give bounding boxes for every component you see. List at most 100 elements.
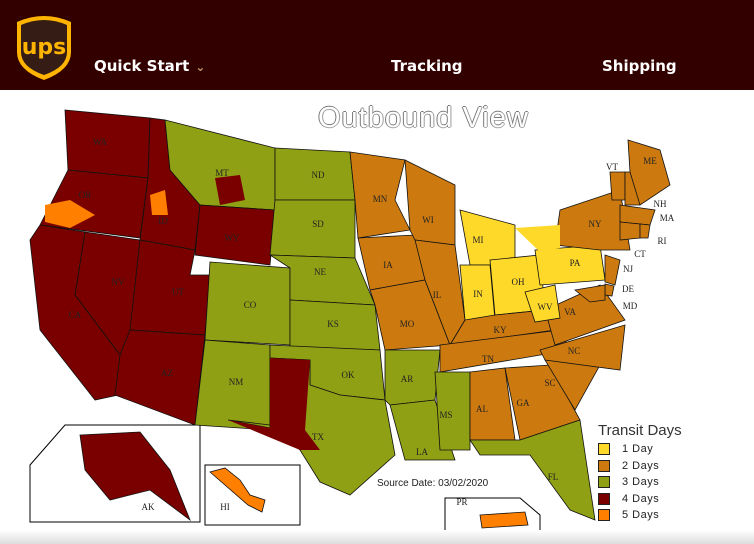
state-ms[interactable] — [434, 371, 471, 451]
state-label: MO — [400, 319, 415, 329]
zone-tx-4day — [228, 358, 320, 450]
state-label: OK — [342, 370, 355, 380]
state-label: ID — [158, 216, 168, 226]
state-fl[interactable] — [469, 419, 596, 521]
state-label: WA — [93, 137, 107, 147]
state-label: CA — [69, 310, 82, 320]
nav-shipping[interactable]: Shipping — [602, 57, 677, 75]
alaska-inset-frame — [29, 424, 201, 523]
state-label: MI — [473, 235, 484, 245]
zone-id-5day — [150, 190, 168, 215]
state-label: GA — [517, 398, 530, 408]
state-vt[interactable] — [609, 171, 626, 201]
legend-title: Transit Days — [598, 422, 682, 439]
state-wa[interactable] — [64, 109, 151, 179]
state-label: SC — [544, 378, 555, 388]
state-wi[interactable] — [404, 159, 456, 246]
legend-item: 5 Days — [598, 507, 682, 524]
page-title: Outbound View — [318, 102, 529, 134]
state-label: KS — [327, 319, 339, 329]
state-label: NY — [589, 219, 602, 229]
chevron-down-icon: ⌄ — [195, 60, 206, 74]
state-label: VT — [606, 162, 618, 172]
source-date: Source Date: 03/02/2020 — [377, 478, 489, 489]
state-label: NC — [568, 346, 581, 356]
state-label: PA — [570, 258, 581, 268]
top-nav-bar: ups Quick Start ⌄ Tracking Shipping — [0, 0, 754, 90]
state-de[interactable] — [604, 283, 615, 297]
state-sd[interactable] — [269, 199, 356, 259]
state-label: WY — [225, 233, 240, 243]
state-label: NE — [314, 267, 326, 277]
state-label: PR — [456, 497, 467, 507]
zone-or-5day — [45, 200, 95, 228]
state-label: MN — [373, 194, 388, 204]
state-label: WI — [422, 215, 434, 225]
state-wv[interactable] — [524, 284, 561, 323]
state-label: TX — [312, 432, 324, 442]
state-label: FL — [548, 472, 559, 482]
legend-label: 3 Days — [622, 476, 660, 489]
state-label: TN — [482, 354, 494, 364]
state-label: NV — [112, 277, 125, 287]
legend-item: 4 Days — [598, 491, 682, 508]
state-ma[interactable] — [619, 204, 656, 226]
state-label: HI — [220, 502, 230, 512]
state-ri[interactable] — [639, 223, 651, 239]
state-me[interactable] — [627, 139, 671, 206]
state-label: AZ — [161, 368, 173, 378]
state-ct[interactable] — [619, 221, 641, 241]
zone-ny-1day — [515, 225, 560, 252]
state-label: IL — [433, 290, 442, 300]
state-label: NH — [654, 199, 667, 209]
state-label: RI — [658, 236, 667, 246]
ups-logo[interactable]: ups — [14, 12, 74, 82]
state-label: NM — [229, 377, 244, 387]
legend: Transit Days 1 Day 2 Days 3 Days 4 Days 5 Da… — [598, 422, 682, 524]
state-nj[interactable] — [604, 254, 621, 286]
legend-item: 2 Days — [598, 458, 682, 475]
state-az[interactable] — [114, 329, 206, 426]
state-label: VA — [564, 307, 576, 317]
state-ak[interactable] — [79, 431, 191, 522]
legend-item: 3 Days — [598, 474, 682, 491]
state-label: SD — [312, 219, 324, 229]
state-label: ME — [643, 156, 657, 166]
state-label: WV — [538, 302, 553, 312]
state-label: MS — [439, 410, 452, 420]
zone-mt-4day — [215, 175, 245, 205]
legend-label: 4 Days — [622, 492, 660, 505]
state-label: AK — [142, 502, 155, 512]
state-nc[interactable] — [539, 324, 626, 371]
state-hi[interactable] — [209, 467, 266, 513]
state-label: LA — [416, 447, 428, 457]
state-label: IN — [473, 289, 483, 299]
state-pr[interactable] — [479, 511, 529, 529]
state-label: MT — [215, 168, 229, 178]
legend-swatch — [598, 492, 610, 505]
state-label: AR — [401, 374, 414, 384]
nav-quick-start[interactable]: Quick Start ⌄ — [94, 57, 205, 75]
state-label: OH — [512, 277, 525, 287]
logo-text: ups — [22, 35, 67, 60]
state-label: ND — [312, 170, 325, 180]
state-label: UT — [172, 287, 184, 297]
nav-tracking[interactable]: Tracking — [391, 57, 463, 75]
state-wy[interactable] — [194, 204, 276, 266]
state-label: CT — [634, 249, 646, 259]
state-md[interactable] — [574, 284, 606, 303]
state-label: AL — [476, 404, 488, 414]
nav-quick-start-label: Quick Start — [94, 57, 190, 75]
state-label: KY — [494, 325, 507, 335]
legend-item: 1 Day — [598, 441, 682, 458]
state-label: IA — [383, 260, 393, 270]
legend-swatch — [598, 476, 610, 489]
legend-label: 1 Day — [622, 443, 654, 456]
legend-swatch — [598, 509, 610, 522]
state-label: MA — [660, 213, 675, 223]
legend-swatch — [598, 443, 610, 456]
state-mi[interactable] — [459, 209, 516, 266]
state-mo[interactable] — [369, 279, 451, 351]
legend-label: 5 Days — [622, 509, 660, 522]
